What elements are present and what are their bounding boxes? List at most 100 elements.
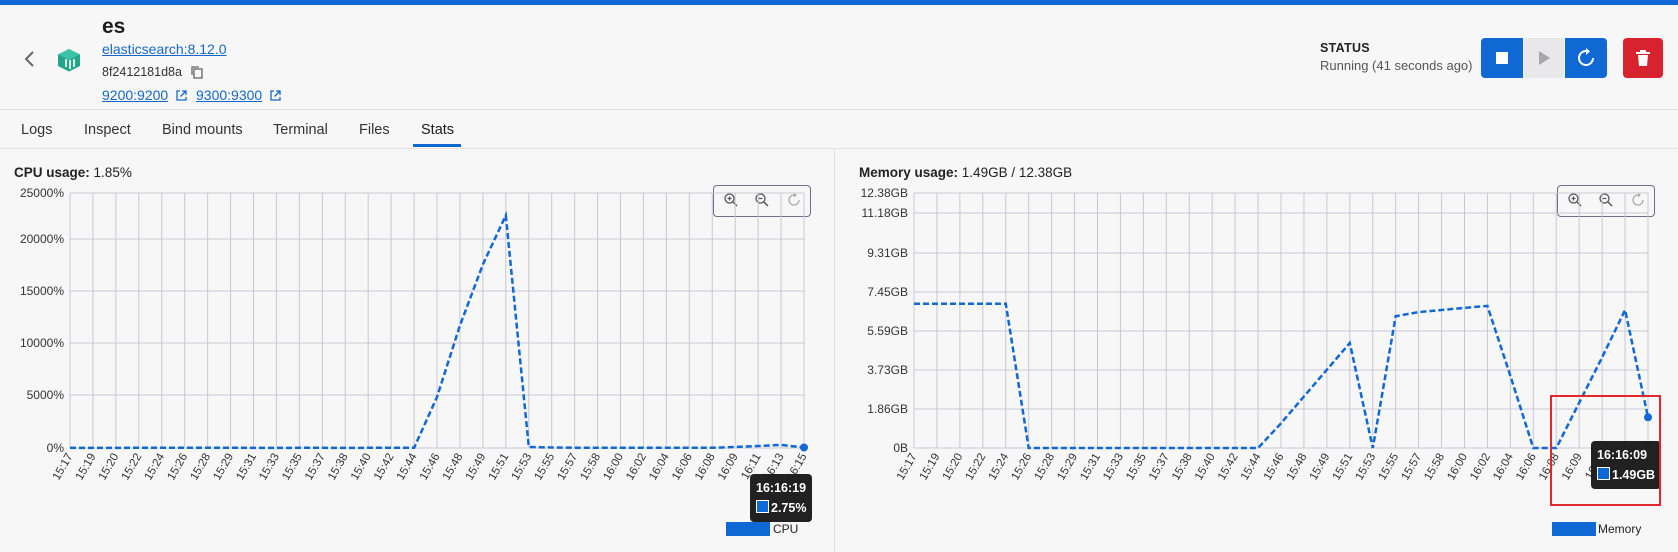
external-link-icon[interactable] <box>269 89 282 102</box>
x-tick-label: 15:53 <box>1354 452 1379 483</box>
x-tick-label: 15:35 <box>1124 452 1149 483</box>
x-tick-label: 15:49 <box>1308 452 1333 483</box>
x-tick-label: 15:20 <box>97 452 122 483</box>
reset-zoom-icon[interactable] <box>1630 192 1646 208</box>
play-icon <box>1539 51 1550 65</box>
memory-chart: 0B 1.86GB 3.73GB 5.59GB 7.45GB 9.31GB 11.18GB 1… <box>861 186 1654 483</box>
panel-divider <box>834 149 835 552</box>
cpu-usage-title: CPU usage: 1.85% <box>14 165 132 180</box>
tab-files[interactable]: Files <box>359 122 390 138</box>
x-tick-label: 15:24 <box>987 451 1012 482</box>
x-tick-label: 15:17 <box>895 452 920 483</box>
x-tick-label: 15:55 <box>533 452 558 483</box>
x-tick-label: 16:04 <box>1491 451 1516 482</box>
copy-icon[interactable] <box>190 65 204 79</box>
x-tick-label: 15:44 <box>395 451 420 482</box>
x-tick-label: 15:37 <box>1147 452 1172 483</box>
cpu-legend-label: CPU <box>773 522 799 536</box>
data-point <box>800 443 808 452</box>
series-line <box>70 210 805 450</box>
x-tick-label: 15:46 <box>418 452 443 483</box>
x-tick-label: 15:31 <box>1078 452 1103 483</box>
x-tick-label: 15:17 <box>51 452 76 483</box>
memory-chart-toolbar <box>1557 185 1655 217</box>
x-tick-label: 15:58 <box>578 452 603 483</box>
x-tick-label: 15:44 <box>1239 451 1264 482</box>
tab-bar: Logs Inspect Bind mounts Terminal Files … <box>0 110 1678 149</box>
x-tick-label: 15:19 <box>74 452 99 483</box>
x-tick-label: 15:40 <box>349 452 374 483</box>
delete-button[interactable] <box>1623 38 1663 78</box>
top-accent-bar <box>0 0 1678 5</box>
tab-stats[interactable]: Stats <box>421 122 455 138</box>
x-tick-label: 16:06 <box>670 452 695 483</box>
port-link-9300[interactable]: 9300:9300 <box>196 87 263 103</box>
tab-logs[interactable]: Logs <box>21 122 53 138</box>
y-tick-label: 15000% <box>20 284 64 298</box>
y-tick-label: 12.38GB <box>861 186 908 200</box>
cpu-usage-value: 1.85% <box>93 165 132 180</box>
cpu-usage-label: CPU usage: <box>14 165 90 180</box>
x-tick-label: 16:08 <box>693 452 718 483</box>
x-tick-label: 15:29 <box>211 452 236 483</box>
reset-zoom-icon[interactable] <box>786 192 802 208</box>
data-point <box>1644 413 1652 422</box>
highlight-box <box>1550 395 1661 506</box>
memory-tooltip-row: 1.49GB <box>1597 465 1655 485</box>
restart-icon <box>1578 48 1594 66</box>
status-label: STATUS <box>1320 41 1370 55</box>
x-tick-label: 16:04 <box>647 451 672 482</box>
x-tick-label: 15:48 <box>1285 452 1310 483</box>
x-tick-label: 15:38 <box>326 452 351 483</box>
y-tick-label: 9.31GB <box>867 246 908 260</box>
tab-terminal[interactable]: Terminal <box>273 122 328 138</box>
memory-usage-value: 1.49GB / 12.38GB <box>961 165 1073 180</box>
x-tick-label: 16:06 <box>1514 452 1539 483</box>
x-tick-label: 15:22 <box>964 452 989 483</box>
x-tick-label: 15:46 <box>1262 452 1287 483</box>
container-header: es elasticsearch:8.12.0 8f2412181d8a 920… <box>0 5 1678 110</box>
x-tick-label: 15:35 <box>280 452 305 483</box>
tab-bind-mounts[interactable]: Bind mounts <box>162 122 243 138</box>
zoom-out-icon[interactable] <box>754 192 770 208</box>
x-tick-label: 15:19 <box>918 452 943 483</box>
x-tick-label: 16:02 <box>1468 452 1493 483</box>
restart-button[interactable] <box>1565 38 1607 78</box>
y-tick-label: 0% <box>47 441 65 455</box>
y-tick-label: 1.86GB <box>867 402 908 416</box>
x-tick-label: 15:57 <box>555 452 580 483</box>
container-cube-icon <box>58 49 80 72</box>
y-tick-label: 25000% <box>20 186 64 200</box>
y-tick-label: 11.18GB <box>862 206 908 220</box>
image-link[interactable]: elasticsearch:8.12.0 <box>102 41 227 57</box>
cpu-tooltip-value: 2.75% <box>771 501 807 515</box>
start-button[interactable] <box>1524 38 1564 78</box>
cpu-tooltip-swatch <box>756 500 769 513</box>
x-tick-label: 15:42 <box>372 452 397 483</box>
status-text: Running (41 seconds ago) <box>1320 58 1473 73</box>
x-tick-label: 16:00 <box>1445 452 1470 483</box>
x-tick-label: 15:51 <box>487 452 512 483</box>
tab-inspect[interactable]: Inspect <box>84 122 131 138</box>
stop-icon <box>1496 52 1508 64</box>
x-tick-label: 15:29 <box>1055 452 1080 483</box>
x-tick-label: 15:37 <box>303 452 328 483</box>
external-link-icon[interactable] <box>175 89 188 102</box>
x-tick-label: 15:49 <box>464 452 489 483</box>
x-tick-label: 15:22 <box>120 452 145 483</box>
memory-tooltip-value: 1.49GB <box>1612 468 1656 482</box>
memory-tooltip-time: 16:16:09 <box>1597 448 1648 462</box>
stop-button[interactable] <box>1481 38 1523 78</box>
trash-icon <box>1636 50 1650 66</box>
back-arrow-icon[interactable] <box>20 47 40 71</box>
port-link-9200[interactable]: 9200:9200 <box>102 87 169 103</box>
y-tick-label: 5000% <box>27 388 65 402</box>
y-tick-label: 0B <box>893 441 908 455</box>
x-tick-label: 15:55 <box>1377 452 1402 483</box>
x-tick-label: 15:58 <box>1422 452 1447 483</box>
memory-usage-title: Memory usage: 1.49GB / 12.38GB <box>859 165 1072 180</box>
cpu-chart-toolbar <box>713 185 811 217</box>
memory-tooltip-swatch <box>1597 467 1610 480</box>
zoom-out-icon[interactable] <box>1598 192 1614 208</box>
cpu-tooltip-row: 2.75% <box>756 498 806 518</box>
